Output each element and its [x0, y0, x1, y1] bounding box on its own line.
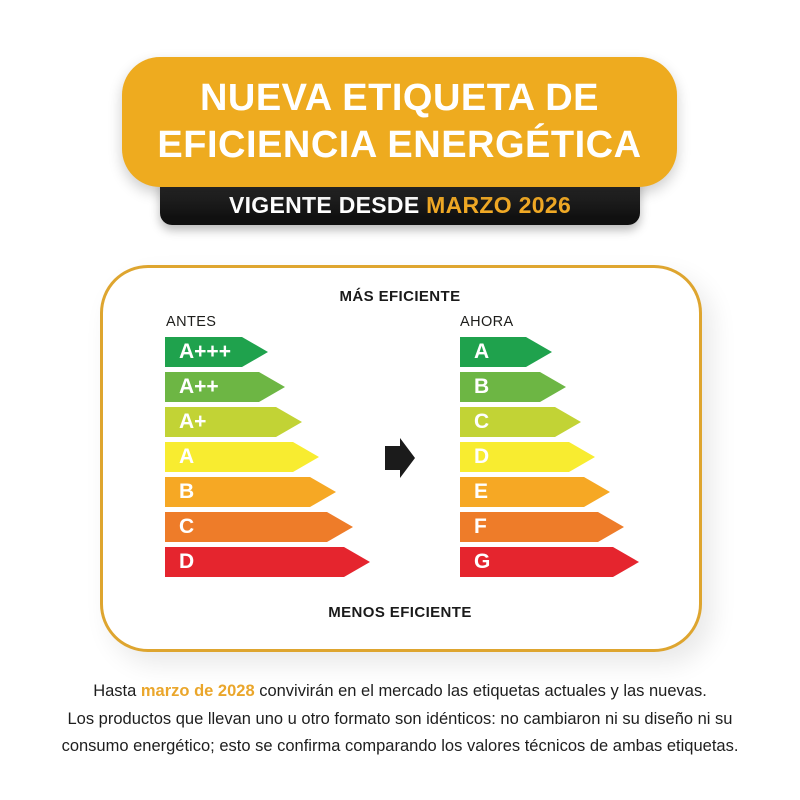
energy-arrow-c: C [165, 512, 353, 542]
title-banner: NUEVA ETIQUETA DE EFICIENCIA ENERGÉTICA [122, 57, 677, 187]
energy-arrow-b: B [165, 477, 336, 507]
energy-arrow-app: A++ [165, 372, 285, 402]
energy-arrow-label: C [179, 515, 195, 538]
validity-prefix: VIGENTE DESDE [228, 192, 427, 218]
energy-arrow-e: E [460, 477, 610, 507]
energy-arrow-label: F [474, 515, 487, 538]
transition-arrow-icon [385, 438, 415, 478]
footer-line1-pre: Hasta [93, 682, 141, 700]
energy-arrow-d: D [165, 547, 370, 577]
after-column-title: AHORA [460, 314, 514, 330]
transition-arrow-shape [385, 438, 415, 478]
energy-arrow-d: D [460, 442, 595, 472]
energy-arrow-label: A+++ [179, 340, 231, 363]
energy-arrow-label: A++ [179, 375, 219, 398]
energy-arrow-ap: A+ [165, 407, 302, 437]
footer-line-1: Hasta marzo de 2028 convivirán en el mer… [0, 678, 800, 706]
more-efficient-label: MÁS EFICIENTE [339, 288, 461, 305]
energy-arrow-label: B [179, 480, 195, 503]
main-title-line2: EFICIENCIA ENERGÉTICA [157, 124, 642, 166]
energy-arrow-appp: A+++ [165, 337, 268, 367]
footer-paragraph: Hasta marzo de 2028 convivirán en el mer… [0, 678, 800, 761]
energy-arrow-label: E [474, 480, 489, 503]
footer-line1-post: convivirán en el mercado las etiquetas a… [254, 682, 707, 700]
main-title-line1: NUEVA ETIQUETA DE [199, 77, 600, 119]
energy-arrow-a: A [165, 442, 319, 472]
before-column-title: ANTES [166, 314, 217, 330]
validity-text: VIGENTE DESDE MARZO 2026 [229, 192, 571, 219]
energy-arrow-label: C [474, 410, 490, 433]
energy-arrow-b: B [460, 372, 566, 402]
footer-date-highlight: marzo de 2028 [140, 682, 255, 700]
energy-arrow-c: C [460, 407, 581, 437]
energy-arrow-label: D [179, 550, 195, 573]
energy-arrow-label: D [474, 445, 490, 468]
energy-arrow-f: F [460, 512, 624, 542]
less-efficient-label: MENOS EFICIENTE [328, 604, 472, 621]
energy-arrow-g: G [460, 547, 639, 577]
energy-arrow-label: A [474, 340, 490, 363]
footer-line-3: consumo energético; esto se confirma com… [61, 737, 739, 755]
energy-arrow-a: A [460, 337, 552, 367]
energy-arrow-label: B [474, 375, 490, 398]
footer-line-2: Los productos que llevan uno u otro form… [67, 709, 733, 728]
energy-arrow-label: A+ [179, 410, 207, 433]
energy-arrow-label: A [179, 445, 195, 468]
validity-date: MARZO 2026 [426, 192, 572, 218]
before-column-arrows: A+++ A++ A+ A B C D [165, 337, 370, 582]
energy-arrow-label: G [474, 550, 491, 573]
